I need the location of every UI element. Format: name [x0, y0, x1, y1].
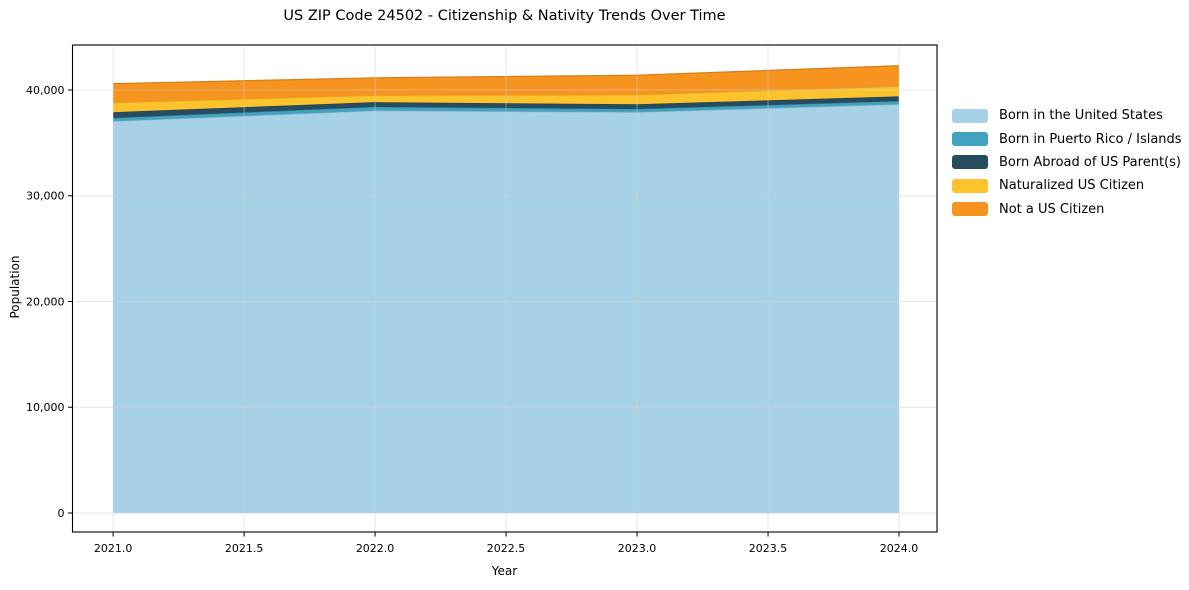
- chart-title: US ZIP Code 24502 - Citizenship & Nativi…: [283, 8, 726, 24]
- x-tick-label: 2023.0: [618, 542, 657, 555]
- x-tick-label: 2023.5: [749, 542, 788, 555]
- legend-swatch-born-in-puerto-rico-islands: [952, 132, 988, 147]
- legend-label: Born Abroad of US Parent(s): [999, 154, 1181, 170]
- legend-swatch-born-in-the-united-states: [952, 108, 988, 123]
- y-tick-label: 30,000: [26, 190, 65, 203]
- legend-item-not-a-us-citizen: Not a US Citizen: [952, 198, 1182, 221]
- y-tick-label: 40,000: [26, 84, 65, 97]
- legend-swatch-naturalized-us-citizen: [952, 178, 988, 193]
- legend-item-born-abroad-of-us-parent-s: Born Abroad of US Parent(s): [952, 151, 1182, 174]
- plot-border: [71, 44, 938, 533]
- legend: Born in the United States Born in Puerto …: [952, 104, 1182, 221]
- legend-item-naturalized-us-citizen: Naturalized US Citizen: [952, 174, 1182, 197]
- legend-label: Not a US Citizen: [999, 201, 1105, 217]
- legend-label: Naturalized US Citizen: [999, 178, 1145, 194]
- x-tick-label: 2022.5: [487, 542, 526, 555]
- x-tick-label: 2022.0: [356, 542, 395, 555]
- x-axis-label: Year: [491, 564, 518, 578]
- legend-swatch-not-a-us-citizen: [952, 202, 988, 217]
- legend-swatch-born-abroad-of-us-parent-s: [952, 155, 988, 170]
- y-tick-label: 10,000: [26, 401, 65, 414]
- legend-item-born-in-puerto-rico-islands: Born in Puerto Rico / Islands: [952, 127, 1182, 150]
- legend-label: Born in the United States: [999, 108, 1163, 124]
- x-tick-label: 2021.0: [94, 542, 133, 555]
- y-tick-label: 20,000: [26, 295, 65, 308]
- legend-item-born-in-the-united-states: Born in the United States: [952, 104, 1182, 127]
- y-tick-label: 0: [58, 507, 65, 520]
- y-axis-label: Population: [8, 255, 22, 319]
- legend-label: Born in Puerto Rico / Islands: [999, 131, 1182, 147]
- x-tick-label: 2021.5: [225, 542, 264, 555]
- x-tick-label: 2024.0: [880, 542, 919, 555]
